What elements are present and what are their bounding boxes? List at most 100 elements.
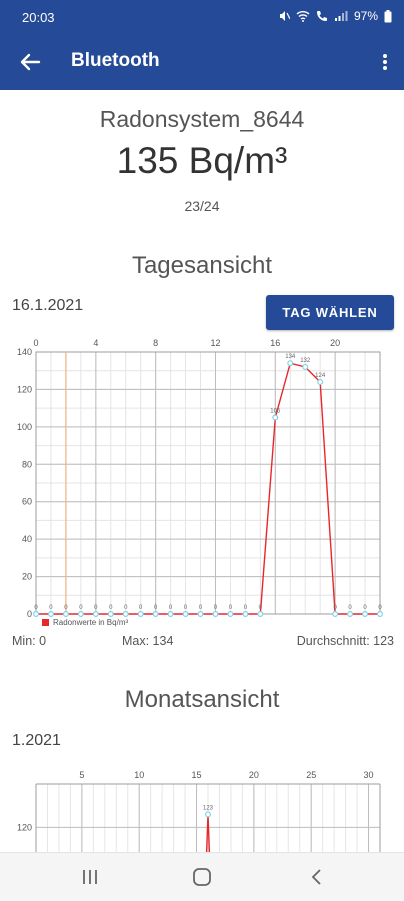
y-tick-label: 100 [17, 422, 32, 432]
back-nav-icon[interactable] [310, 868, 324, 886]
x-tick-label: 4 [93, 338, 98, 348]
data-label: 0 [124, 605, 128, 611]
data-label: 0 [184, 605, 188, 611]
x-tick-label: 10 [134, 770, 144, 780]
monthly-section-title: Monatsansicht [124, 686, 280, 713]
data-label: 0 [244, 605, 248, 611]
data-point [242, 611, 249, 618]
data-point [205, 811, 212, 818]
app-bar: Bluetooth [0, 34, 404, 90]
daily-date: 16.1.2021 [12, 297, 84, 314]
signal-icon [334, 11, 348, 21]
data-point [227, 611, 234, 618]
data-point [347, 611, 354, 618]
x-tick-label: 15 [192, 770, 202, 780]
data-label: 105 [270, 409, 281, 415]
x-tick-label: 20 [330, 338, 340, 348]
system-nav-bar [0, 852, 404, 901]
data-label: 0 [214, 605, 218, 611]
select-day-button[interactable]: TAG WÄHLEN [266, 295, 394, 330]
wifi-icon [296, 11, 310, 22]
y-tick-label: 140 [17, 347, 32, 357]
legend-swatch [42, 619, 49, 626]
legend-label: Radonwerte in Bq/m³ [53, 618, 128, 627]
back-arrow-icon[interactable] [16, 48, 44, 76]
x-tick-label: 16 [270, 338, 280, 348]
data-point [302, 363, 309, 370]
battery-percent: 97% [353, 9, 378, 23]
data-point [167, 611, 174, 618]
more-vert-icon[interactable] [378, 48, 392, 76]
daily-section-title: Tagesansicht [131, 252, 273, 279]
daily-max: Max: 134 [122, 634, 174, 648]
data-point [92, 611, 99, 618]
y-tick-label: 20 [22, 572, 32, 582]
daily-min: Min: 0 [12, 634, 47, 648]
data-label: 0 [64, 605, 68, 611]
data-point [272, 414, 279, 421]
data-point [47, 611, 54, 618]
measurement-count: 23/24 [184, 198, 220, 214]
recent-apps-icon[interactable] [80, 868, 100, 886]
monthly-date: 1.2021 [12, 732, 61, 749]
data-label: 0 [49, 605, 53, 611]
data-point [107, 611, 114, 618]
call-icon [316, 11, 327, 21]
x-tick-label: 12 [210, 338, 220, 348]
x-tick-label: 8 [153, 338, 158, 348]
data-point [62, 611, 69, 618]
battery-icon [384, 9, 392, 22]
data-label: 0 [169, 605, 173, 611]
current-radon-value: 135 Bq/m³ [116, 140, 288, 181]
monthly-chart: 5 10 15 20 25 30 120 123 [17, 770, 381, 852]
data-label: 0 [154, 605, 158, 611]
y-tick-label: 120 [17, 822, 32, 832]
data-point [137, 611, 144, 618]
data-point [257, 611, 264, 618]
data-label: 0 [94, 605, 98, 611]
data-label: 0 [34, 605, 38, 611]
y-tick-label: 60 [22, 497, 32, 507]
app-title: Bluetooth [71, 50, 160, 71]
data-label: 0 [348, 605, 352, 611]
data-label: 0 [333, 605, 337, 611]
data-point [32, 611, 39, 618]
data-label: 0 [229, 605, 233, 611]
y-tick-label: 40 [22, 534, 32, 544]
data-point [77, 611, 84, 618]
y-tick-label: 120 [17, 384, 32, 394]
data-point [182, 611, 189, 618]
data-point [197, 611, 204, 618]
data-point [152, 611, 159, 618]
status-bar: 20:03 97% [0, 0, 404, 34]
x-tick-label: 30 [364, 770, 374, 780]
data-label: 0 [139, 605, 143, 611]
x-tick-label: 25 [306, 770, 316, 780]
data-label: 134 [285, 354, 296, 360]
status-icons: 97% [278, 9, 392, 23]
data-point [362, 611, 369, 618]
data-point [317, 378, 324, 385]
status-time: 20:03 [22, 10, 55, 25]
data-point [212, 611, 219, 618]
home-icon[interactable] [192, 867, 212, 887]
data-label: 123 [203, 805, 214, 811]
device-name: Radonsystem_8644 [99, 106, 305, 132]
y-tick-label: 0 [27, 609, 32, 619]
x-tick-label: 20 [249, 770, 259, 780]
x-tick-label: 5 [79, 770, 84, 780]
data-label: 0 [363, 605, 367, 611]
data-point [332, 611, 339, 618]
data-label: 0 [109, 605, 113, 611]
x-tick-label: 0 [33, 338, 38, 348]
data-point [122, 611, 129, 618]
y-tick-label: 80 [22, 459, 32, 469]
mute-icon [279, 11, 290, 21]
data-point [377, 611, 384, 618]
data-label: 0 [259, 605, 263, 611]
data-label: 0 [199, 605, 203, 611]
data-label: 132 [300, 358, 311, 364]
data-label: 0 [378, 605, 382, 611]
data-point [287, 360, 294, 367]
